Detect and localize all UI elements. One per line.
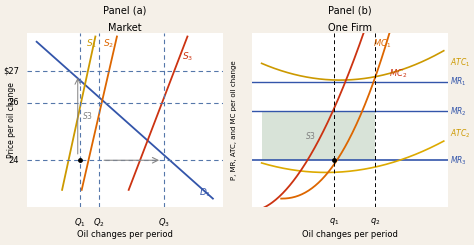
Text: $S3$: $S3$ [82, 110, 93, 121]
Text: Oil changes per period: Oil changes per period [77, 230, 173, 239]
Text: $Q_2$: $Q_2$ [93, 216, 105, 229]
Text: $ATC_2$: $ATC_2$ [450, 128, 470, 140]
Text: 24: 24 [9, 156, 19, 165]
Text: P, MR, ATC, and MC per oil change: P, MR, ATC, and MC per oil change [231, 60, 237, 180]
Text: $S_3$: $S_3$ [182, 50, 193, 63]
Text: 26: 26 [9, 98, 19, 107]
Text: $MC_1$: $MC_1$ [373, 38, 392, 50]
Text: $D_1$: $D_1$ [199, 186, 211, 199]
Text: $S_2$: $S_2$ [103, 38, 114, 50]
Text: $MR_2$: $MR_2$ [450, 105, 466, 118]
Text: $MR_3$: $MR_3$ [450, 154, 466, 167]
Polygon shape [262, 111, 375, 160]
Text: Panel (b): Panel (b) [328, 6, 372, 16]
Text: $ATC_1$: $ATC_1$ [450, 56, 470, 69]
Text: $MC_2$: $MC_2$ [389, 68, 407, 80]
Title: One Firm: One Firm [328, 23, 372, 33]
Text: $S_1$: $S_1$ [86, 38, 97, 50]
Text: Price per oil change: Price per oil change [7, 82, 16, 158]
Text: $q_1$: $q_1$ [329, 216, 339, 227]
Text: $27: $27 [3, 67, 19, 76]
Text: Panel (a): Panel (a) [103, 6, 146, 16]
Text: $Q_1$: $Q_1$ [74, 216, 86, 229]
Text: $MR_1$: $MR_1$ [450, 75, 466, 88]
Text: $S3$: $S3$ [305, 130, 316, 141]
Title: Market: Market [108, 23, 142, 33]
Text: $Q_3$: $Q_3$ [158, 216, 170, 229]
Text: Oil changes per period: Oil changes per period [302, 230, 398, 239]
Text: $q_2$: $q_2$ [370, 216, 381, 227]
